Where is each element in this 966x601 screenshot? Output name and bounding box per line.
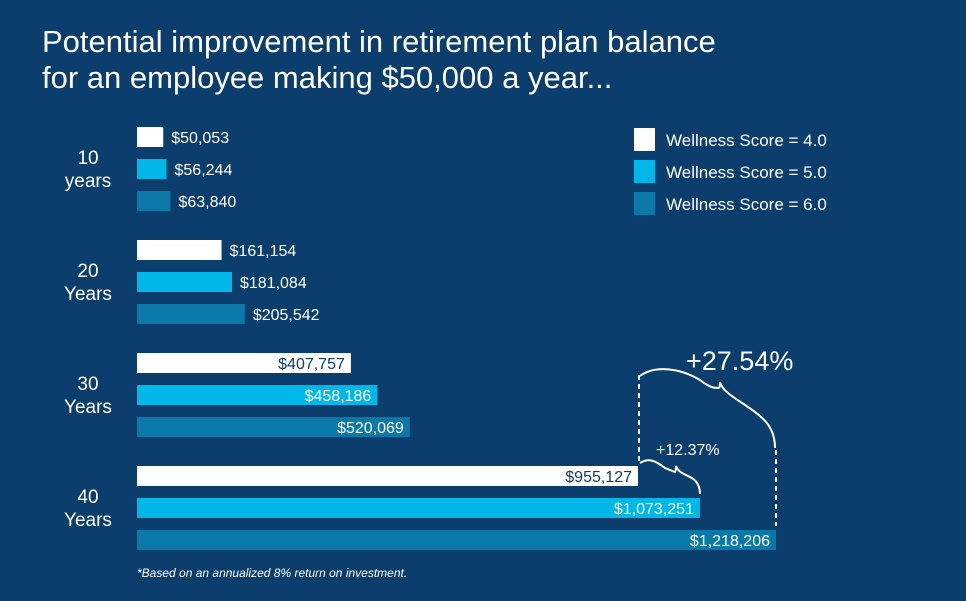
data-label: $955,127	[565, 469, 632, 486]
data-label: $181,084	[240, 275, 307, 292]
legend-swatch	[634, 128, 655, 151]
data-label: $458,186	[305, 388, 372, 405]
data-label: $63,840	[178, 194, 236, 211]
data-label: $1,218,206	[690, 533, 770, 550]
annotation-brackets	[638, 368, 777, 526]
legend-label: Wellness Score = 6.0	[666, 195, 827, 214]
legend-swatch	[634, 192, 655, 215]
bar	[137, 272, 232, 292]
data-label: $520,069	[337, 420, 404, 437]
legend-label: Wellness Score = 5.0	[666, 163, 827, 182]
category-label: 10 years	[65, 148, 111, 192]
category-label: 30 Years	[64, 374, 112, 418]
bar	[137, 191, 171, 211]
data-label: $407,757	[278, 356, 345, 373]
brace-27	[639, 368, 776, 449]
data-label: $161,154	[230, 243, 297, 260]
chart-title: Potential improvement in retirement plan…	[42, 24, 716, 59]
annotation-27-54: +27.54%	[686, 346, 793, 376]
bar	[137, 417, 410, 437]
bar	[137, 127, 164, 147]
annotation-12-37: +12.37%	[656, 442, 720, 459]
data-label: $1,073,251	[614, 501, 694, 518]
data-label: $50,053	[171, 130, 229, 147]
bar	[137, 498, 700, 518]
bar	[137, 353, 351, 373]
bar	[137, 530, 776, 550]
legend-label: Wellness Score = 4.0	[666, 131, 827, 150]
data-label: $205,542	[253, 307, 320, 324]
bar	[137, 240, 222, 260]
bar	[137, 466, 639, 486]
category-label: 40 Years	[64, 487, 112, 531]
category-label: 20 Years	[64, 261, 112, 305]
bar	[137, 159, 167, 179]
bar	[137, 304, 245, 324]
brace-12	[639, 459, 701, 495]
footnote: *Based on an annualized 8% return on inv…	[137, 566, 407, 580]
chart-subtitle: for an employee making $50,000 a year...	[42, 60, 612, 95]
bar	[137, 385, 378, 405]
legend-swatch	[634, 160, 655, 183]
data-label: $56,244	[175, 162, 233, 179]
